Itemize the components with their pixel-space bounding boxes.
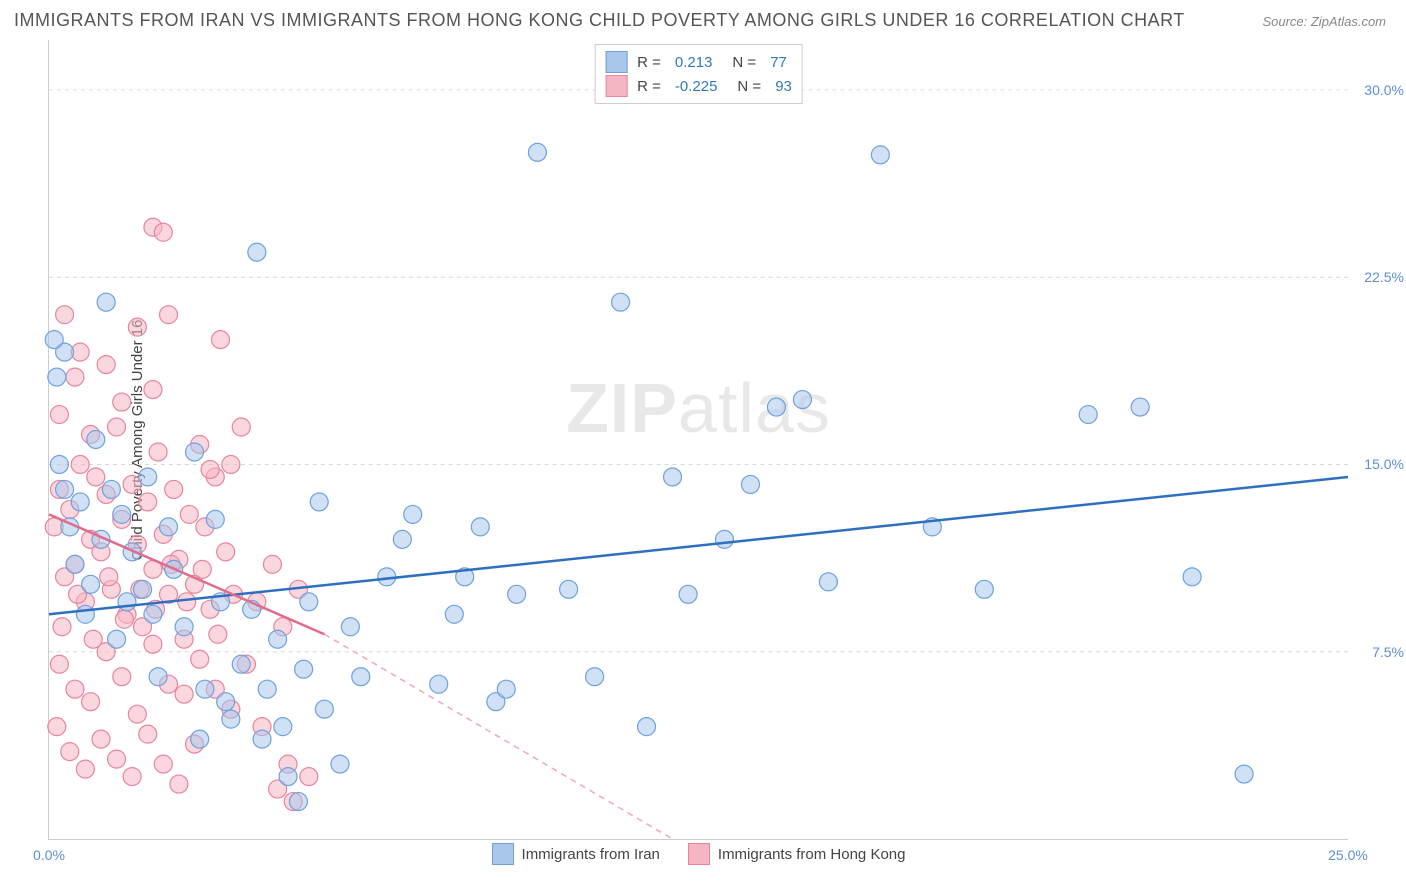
n-value-iran: 77 (770, 54, 787, 71)
r-label: R = (637, 54, 661, 71)
chart-title: IMMIGRANTS FROM IRAN VS IMMIGRANTS FROM … (14, 10, 1185, 31)
y-tick-label: 7.5% (1372, 644, 1404, 660)
y-tick-label: 15.0% (1364, 456, 1404, 472)
n-value-hk: 93 (775, 78, 792, 95)
legend-item-hk: Immigrants from Hong Kong (688, 843, 906, 865)
y-tick-label: 22.5% (1364, 269, 1404, 285)
x-tick-label: 0.0% (33, 847, 65, 863)
legend-label-iran: Immigrants from Iran (522, 846, 660, 863)
r-value-iran: 0.213 (675, 54, 713, 71)
source-attribution: Source: ZipAtlas.com (1262, 14, 1386, 29)
n-label: N = (737, 78, 761, 95)
chart-plot-area: Child Poverty Among Girls Under 16 ZIPat… (48, 40, 1348, 840)
correlation-legend: R = 0.213 N = 77 R = -0.225 N = 93 (594, 44, 803, 104)
r-label: R = (637, 78, 661, 95)
swatch-iran-bottom (492, 843, 514, 865)
swatch-hk-bottom (688, 843, 710, 865)
x-tick-label: 25.0% (1328, 847, 1368, 863)
swatch-iran (605, 51, 627, 73)
r-value-hk: -0.225 (675, 78, 718, 95)
n-label: N = (732, 54, 756, 71)
y-tick-label: 30.0% (1364, 82, 1404, 98)
legend-row-hk: R = -0.225 N = 93 (605, 75, 792, 97)
swatch-hk (605, 75, 627, 97)
series-legend: Immigrants from Iran Immigrants from Hon… (492, 843, 906, 865)
legend-label-hk: Immigrants from Hong Kong (718, 846, 906, 863)
scatter-svg (49, 40, 1348, 839)
legend-row-iran: R = 0.213 N = 77 (605, 51, 792, 73)
legend-item-iran: Immigrants from Iran (492, 843, 660, 865)
